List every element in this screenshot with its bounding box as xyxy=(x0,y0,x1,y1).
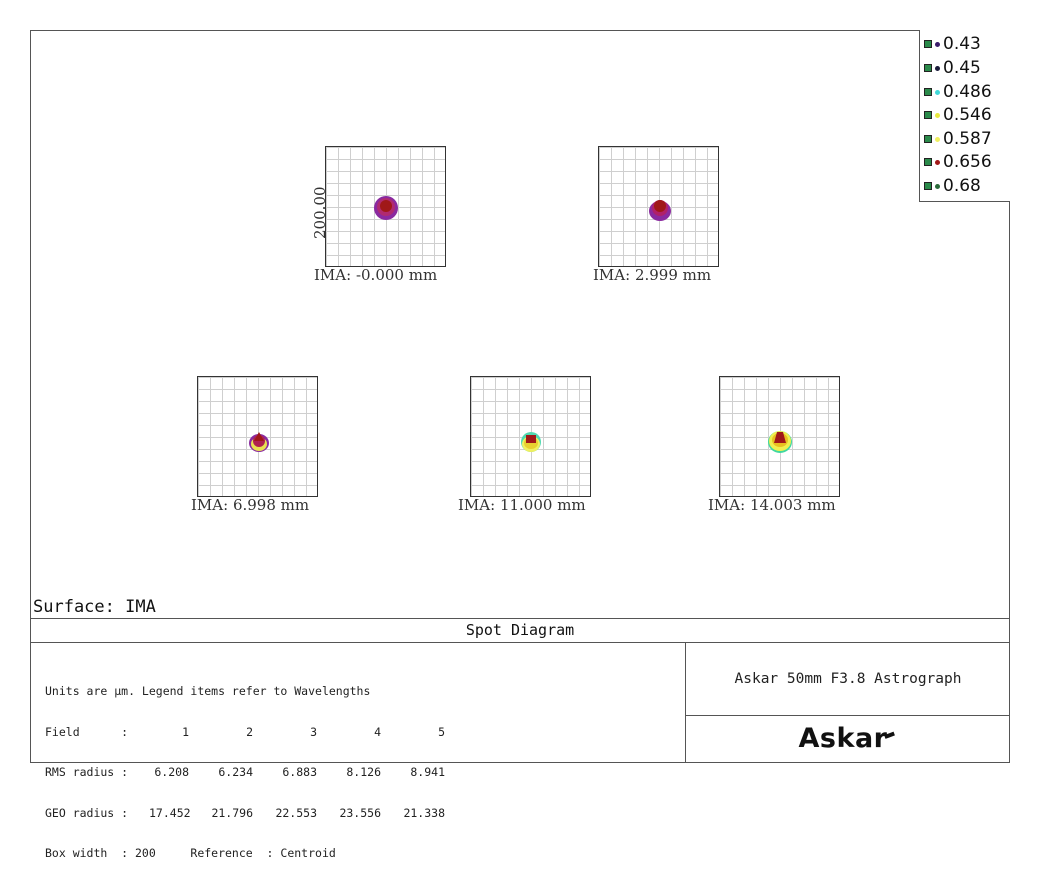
geo-value: 22.553 xyxy=(275,805,317,820)
legend-item: 0.43 xyxy=(924,33,981,55)
axis-scale-label: 200.00 xyxy=(311,186,329,240)
spot-box-field-3 xyxy=(197,376,318,497)
spot-box-field-1 xyxy=(325,146,446,267)
surface-label: Surface: IMA xyxy=(33,597,156,617)
spot-box-field-2 xyxy=(598,146,719,267)
rms-value: 8.941 xyxy=(410,765,445,779)
ima-label-field-4: IMA: 11.000 mm xyxy=(458,496,586,514)
legend-dot-icon xyxy=(935,159,940,165)
legend-label: 0.45 xyxy=(943,58,981,78)
legend-item: 0.486 xyxy=(924,81,992,103)
legend-label: 0.587 xyxy=(943,129,992,149)
legend-marker-icon xyxy=(924,182,932,190)
legend-label: 0.656 xyxy=(943,152,992,172)
field-number: 2 xyxy=(246,724,253,739)
legend-item: 0.68 xyxy=(924,175,981,197)
wavelength-legend: 0.43 0.45 0.486 0.546 0.587 0.656 0.68 xyxy=(919,30,1010,202)
ima-label-field-1: IMA: -0.000 mm xyxy=(314,266,438,284)
legend-marker-icon xyxy=(924,135,932,143)
divider xyxy=(685,642,686,763)
field-row: Field : 1 2 3 4 5 xyxy=(45,724,445,740)
rms-row: RMS radius : 6.208 6.234 6.883 8.126 8.9… xyxy=(45,765,445,780)
field-number: 4 xyxy=(374,724,381,739)
legend-dot-icon xyxy=(935,112,940,118)
geo-value: 21.338 xyxy=(403,805,445,820)
divider xyxy=(30,618,1010,619)
info-block: Units are µm. Legend items refer to Wave… xyxy=(45,658,445,874)
product-name: Askar 50mm F3.8 Astrograph xyxy=(734,671,962,687)
diagram-title: Spot Diagram xyxy=(465,621,575,639)
legend-label: 0.43 xyxy=(943,34,981,54)
box-width-line: Box width : 200 Reference : Centroid xyxy=(45,846,336,860)
legend-label: 0.68 xyxy=(943,176,981,196)
row-label: GEO radius : xyxy=(45,805,129,820)
geo-value: 23.556 xyxy=(339,805,381,820)
legend-item: 0.656 xyxy=(924,151,992,173)
divider xyxy=(30,642,1010,643)
legend-dot-icon xyxy=(935,136,940,142)
spot-box-field-4 xyxy=(470,376,591,497)
rms-value: 6.208 xyxy=(154,765,189,779)
legend-item: 0.546 xyxy=(924,104,992,126)
spot-box-field-5 xyxy=(719,376,840,497)
legend-dot-icon xyxy=(935,89,940,95)
row-label: RMS radius : xyxy=(45,765,129,779)
geo-value: 17.452 xyxy=(149,805,191,820)
legend-item: 0.587 xyxy=(924,128,992,150)
rms-value: 6.234 xyxy=(218,765,253,779)
legend-marker-icon xyxy=(924,88,932,96)
divider xyxy=(685,715,1010,716)
ima-label-field-2: IMA: 2.999 mm xyxy=(593,266,712,284)
field-number: 1 xyxy=(182,724,189,739)
spot-pattern-field-3 xyxy=(249,432,269,452)
legend-label: 0.486 xyxy=(943,82,992,102)
legend-marker-icon xyxy=(924,158,932,166)
field-number: 3 xyxy=(310,724,317,739)
rms-value: 8.126 xyxy=(346,765,381,779)
legend-dot-icon xyxy=(935,41,940,47)
spot-pattern-field-5 xyxy=(768,431,792,453)
legend-label: 0.546 xyxy=(943,105,992,125)
plot-frame xyxy=(30,30,1010,763)
brand-logo: Askar xyxy=(686,716,1010,762)
row-label: Field : xyxy=(45,724,129,739)
legend-marker-icon xyxy=(924,111,932,119)
ima-label-field-3: IMA: 6.998 mm xyxy=(191,496,310,514)
rms-value: 6.883 xyxy=(282,765,317,779)
spot-pattern-field-4 xyxy=(521,432,541,452)
units-line: Units are µm. Legend items refer to Wave… xyxy=(45,684,371,698)
ima-label-field-5: IMA: 14.003 mm xyxy=(708,496,836,514)
spot-pattern-field-2 xyxy=(649,200,671,221)
field-number: 5 xyxy=(438,724,445,739)
legend-marker-icon xyxy=(924,64,932,72)
geo-value: 21.796 xyxy=(211,805,253,820)
legend-marker-icon xyxy=(924,40,932,48)
spot-pattern-field-1 xyxy=(374,196,398,220)
legend-item: 0.45 xyxy=(924,57,981,79)
geo-row: GEO radius : 17.452 21.796 22.553 23.556… xyxy=(45,805,445,821)
brand-logo-text: Askar xyxy=(798,723,888,754)
legend-dot-icon xyxy=(935,183,940,189)
legend-dot-icon xyxy=(935,65,940,71)
